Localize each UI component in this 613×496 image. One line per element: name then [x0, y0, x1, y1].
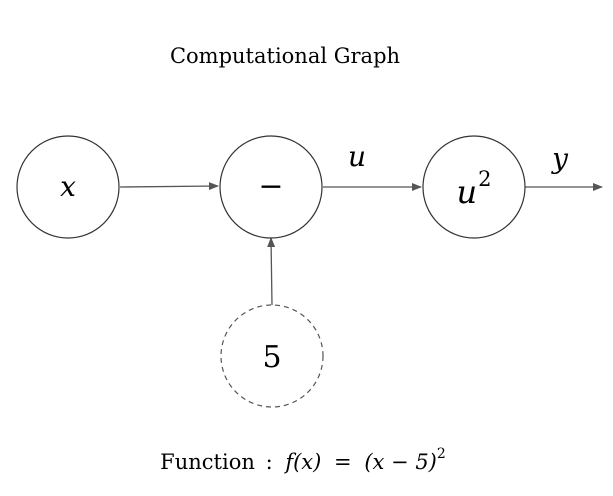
node-constant-label: 5: [262, 340, 281, 375]
edge-label-u: u: [348, 140, 366, 173]
node-subtract-circle: [219, 135, 323, 239]
diagram-title: Computational Graph: [170, 44, 400, 68]
node-subtract-label: −: [258, 169, 283, 204]
node-square-circle: [422, 135, 526, 239]
function-prefix: Function: [160, 450, 255, 474]
function-lhs: f(x): [283, 450, 321, 474]
edge-x-to-subtract: [119, 182, 219, 191]
node-subtract: −: [219, 135, 323, 239]
function-exponent: 2: [437, 446, 446, 462]
edge-label-y: y: [550, 142, 569, 175]
node-constant-circle: [220, 304, 324, 408]
node-square-label: u2: [457, 167, 492, 211]
function-separator: :: [266, 450, 273, 474]
function-rhs: (x − 5): [364, 450, 437, 474]
function-formula: Function : f(x) = (x − 5)2: [160, 446, 446, 474]
node-square-base: u: [457, 173, 478, 211]
node-constant: 5: [220, 304, 324, 408]
edge-constant-to-subtract: [267, 237, 276, 306]
node-square-exponent: 2: [478, 167, 491, 191]
node-x-label: x: [60, 170, 76, 203]
function-equals: =: [334, 450, 352, 474]
node-x: x: [16, 135, 120, 239]
node-x-circle: [16, 135, 120, 239]
node-square: u2: [422, 135, 526, 239]
